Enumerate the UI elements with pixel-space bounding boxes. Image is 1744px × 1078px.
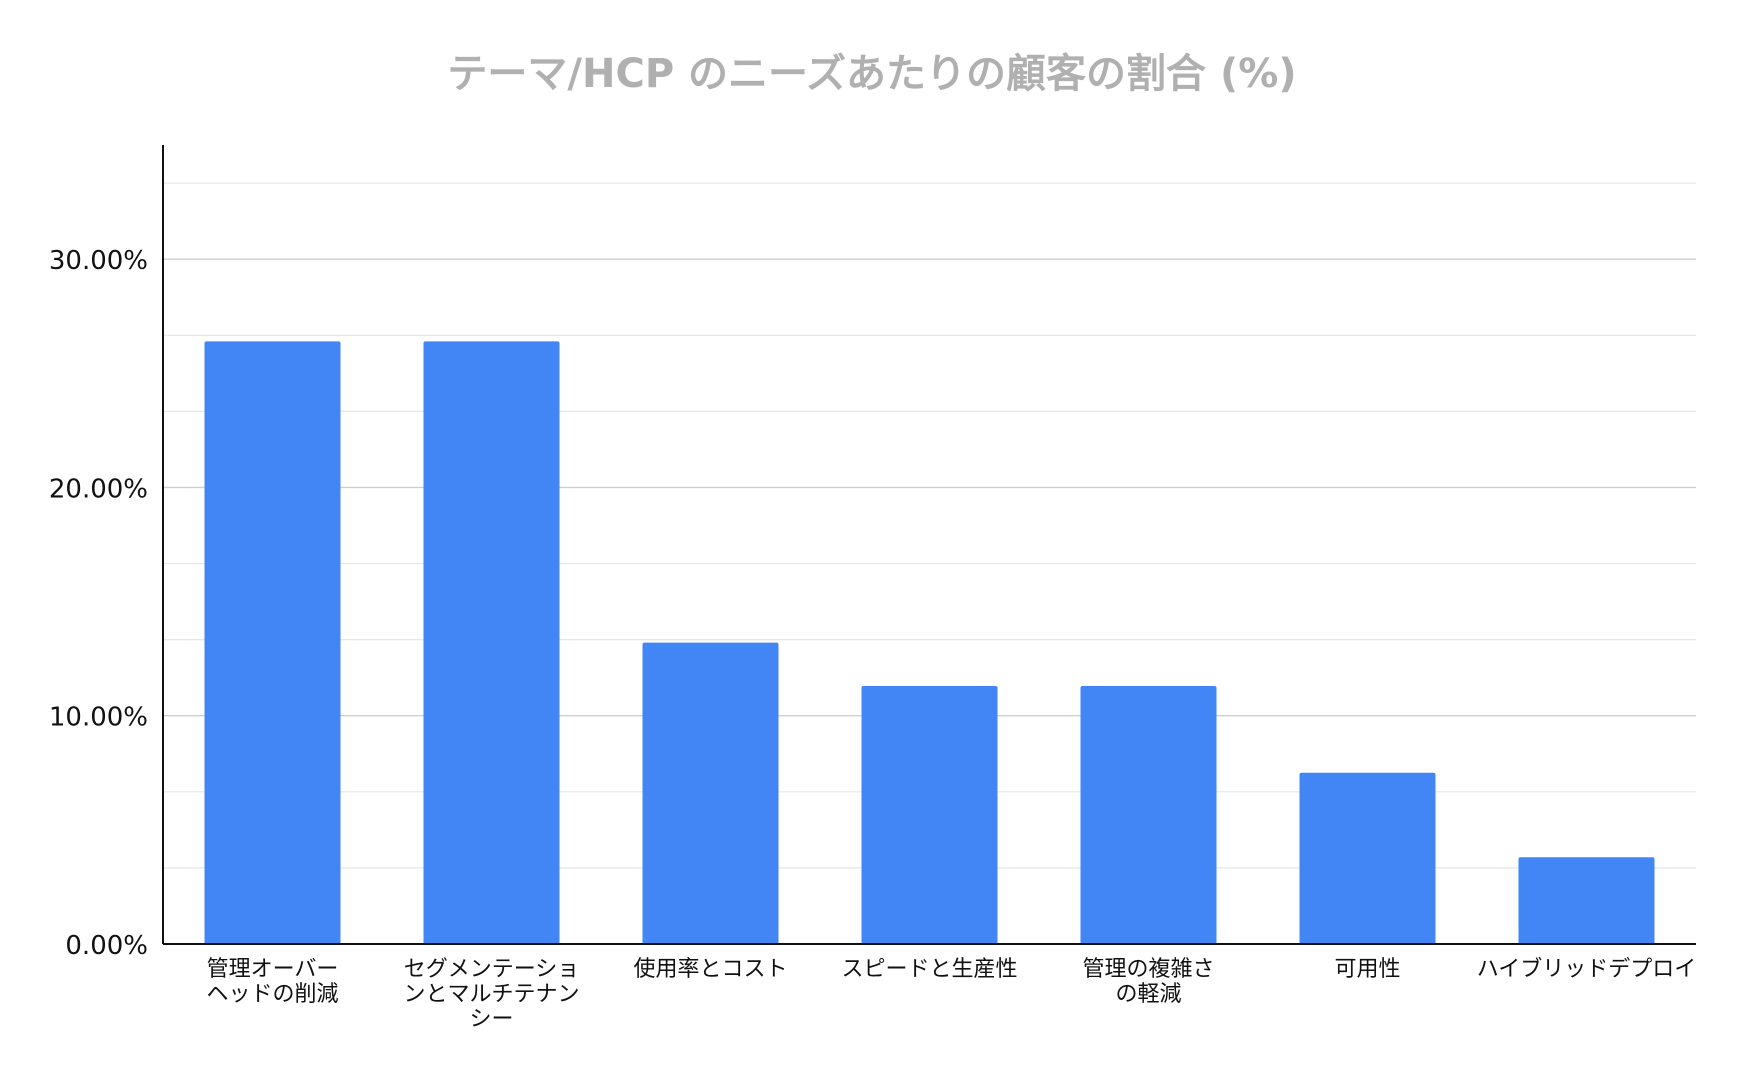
- x-category-label: 可用性: [1334, 957, 1400, 982]
- bar-2: [423, 341, 560, 945]
- y-tick-label: 20.00%: [49, 474, 148, 504]
- y-tick-label: 10.00%: [49, 703, 148, 733]
- y-tick-label: 30.00%: [49, 246, 148, 276]
- bar-5: [1080, 686, 1217, 944]
- x-category-label: スピードと生産性: [841, 957, 1017, 982]
- x-category-label: セグメンテーションとマルチテナンシー: [403, 957, 579, 1032]
- bar-1: [204, 341, 341, 945]
- bar-6: [1299, 772, 1436, 944]
- axes: [162, 145, 1696, 945]
- bars: [204, 341, 1655, 945]
- gridlines: [163, 182, 1696, 869]
- bar-4: [861, 686, 998, 944]
- bar-7: [1518, 857, 1655, 944]
- x-category-label: 管理の複雑さの軽減: [1082, 957, 1214, 1007]
- x-category-label: 管理オーバーヘッドの削減: [206, 957, 338, 1007]
- x-category-label: 使用率とコスト: [633, 957, 787, 982]
- x-axis-category-labels: 管理オーバーヘッドの削減 セグメンテーションとマルチテナンシー 使用率とコスト スピー…: [206, 957, 1696, 1032]
- y-tick-label: 0.00%: [65, 931, 148, 961]
- y-axis-tick-labels: 0.00% 10.00% 20.00% 30.00%: [49, 246, 148, 961]
- x-category-label: ハイブリッドデプロイ: [1477, 957, 1697, 982]
- bar-3: [642, 642, 779, 944]
- chart-title: テーマ/HCP のニーズあたりの顧客の割合 (%): [447, 51, 1296, 97]
